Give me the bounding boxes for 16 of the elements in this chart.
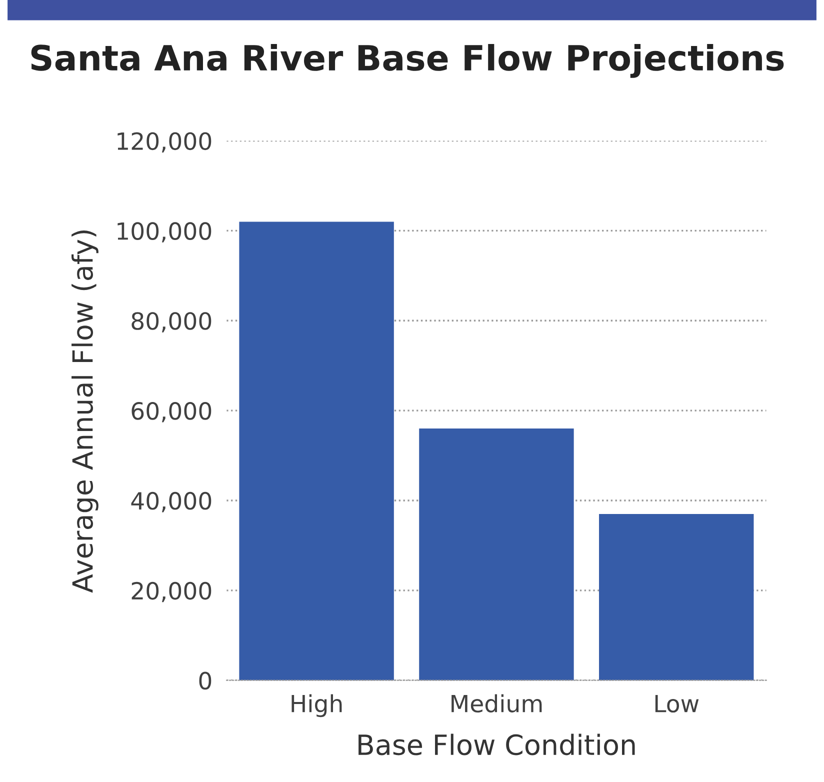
x-tick-label: Low [655, 694, 699, 713]
bar [419, 428, 574, 680]
x-tick-label: Medium [452, 694, 542, 713]
y-tick-label: 60,000 [132, 402, 212, 422]
y-axis-title: Average Annual Flow (afy) [72, 230, 98, 593]
chart-title: Santa Ana River Base Flow Projections [31, 44, 784, 78]
x-axis-title: Base Flow Condition [358, 734, 635, 756]
y-tick-label: 40,000 [131, 492, 212, 512]
y-tick-label: 120,000 [118, 132, 212, 152]
bar [599, 514, 754, 680]
x-tick-label: High [292, 694, 342, 718]
y-tick-label: 20,000 [132, 582, 212, 602]
y-tick-label: 80,000 [132, 312, 212, 332]
y-tick-label: 100,000 [118, 222, 212, 242]
y-tick-label: 0 [199, 672, 212, 690]
bar [239, 222, 394, 680]
